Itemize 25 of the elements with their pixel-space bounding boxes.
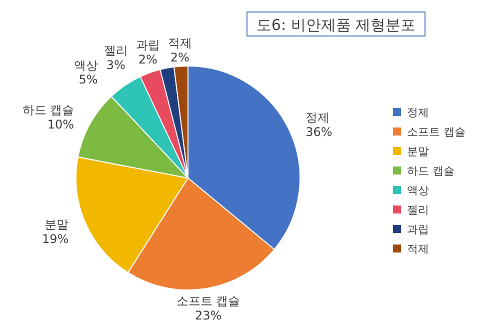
slice-label: 분말 [44, 217, 69, 232]
data-label: 19% [42, 232, 69, 246]
slice-label: 과립 [136, 38, 160, 52]
data-label: 5% [78, 72, 98, 87]
data-label: 10% [47, 118, 74, 132]
data-label: 2% [170, 50, 190, 64]
slice-label: 정제 [306, 110, 330, 124]
legend-label: 젤리 [407, 204, 429, 216]
data-label: 2% [138, 52, 158, 67]
data-label: 3% [106, 58, 126, 72]
legend-label: 정제 [407, 106, 429, 119]
legend-label: 과립 [407, 223, 429, 236]
legend-label: 하드 캡슐 [407, 164, 454, 178]
slice-label: 젤리 [104, 43, 128, 58]
chart-title: 도6: 비안제품 제형분포 [256, 16, 416, 34]
slice-label: 소프트 캡슐 [176, 294, 240, 308]
slice-label: 적제 [168, 36, 192, 50]
legend-label: 분말 [407, 145, 429, 158]
slice-label: 액상 [74, 58, 98, 72]
legend-label: 액상 [407, 184, 429, 197]
data-label: 23% [195, 308, 222, 323]
data-label: 36% [306, 124, 332, 139]
legend-label: 적제 [407, 242, 429, 256]
slice-label: 하드 캡슐 [22, 103, 74, 118]
legend-label: 소프트 캡슐 [407, 126, 466, 138]
